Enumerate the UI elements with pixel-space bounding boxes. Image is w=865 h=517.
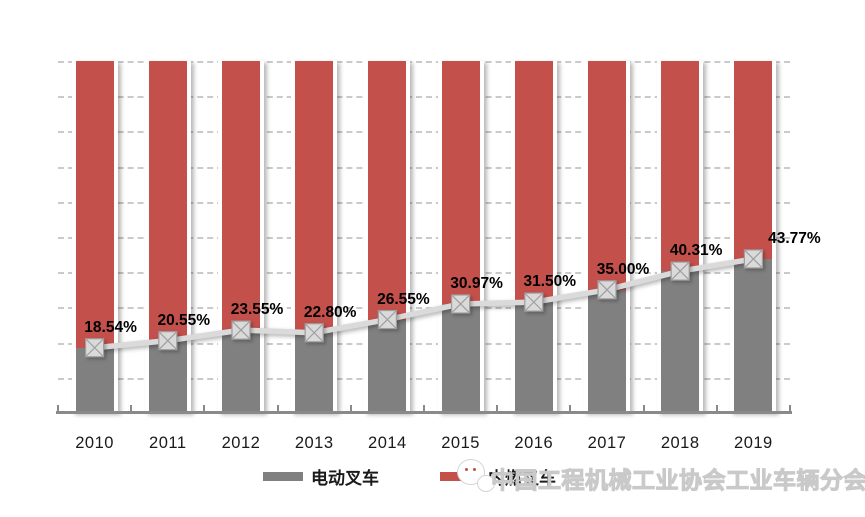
bar-segment-ic-2014[interactable]: [368, 61, 407, 320]
x-label-2011: 2011: [149, 434, 187, 452]
bar-segment-electric-2014[interactable]: [368, 319, 407, 413]
x-axis-tick: [715, 405, 718, 412]
bar-segment-ic-2019[interactable]: [734, 61, 773, 259]
bar-segment-ic-2015[interactable]: [441, 61, 480, 304]
bar-2014[interactable]: [364, 61, 411, 413]
bar-segment-ic-2010[interactable]: [75, 61, 114, 348]
x-axis-tick: [496, 405, 499, 412]
bar-2013[interactable]: [291, 61, 338, 413]
x-label-2013: 2013: [294, 434, 334, 452]
bar-segment-electric-2017[interactable]: [588, 289, 626, 413]
data-label-2017: 35.00%: [596, 260, 650, 278]
bar-segment-electric-2013[interactable]: [295, 332, 334, 413]
bar-2015[interactable]: [437, 61, 484, 413]
legend-label: 内燃叉车: [488, 469, 556, 488]
gridline-80pct: [58, 131, 790, 134]
gridline-100pct: [58, 61, 790, 63]
watermark-text: 中国工程机械工业协会工业车辆分会: [491, 467, 865, 494]
gridline-10pct: [58, 377, 790, 380]
electric-forklift-swatch: [263, 472, 303, 481]
bar-2018[interactable]: [657, 61, 704, 413]
x-label-2015: 2015: [441, 434, 480, 452]
gridline-50pct: [58, 237, 790, 239]
x-label-2016: 2016: [514, 434, 554, 452]
legend-item-electric-forklift[interactable]: 电动叉车: [263, 464, 379, 489]
wechat-bubbles-icon: [455, 457, 499, 497]
wechat-bubble-small: [477, 475, 495, 492]
bar-segment-ic-2017[interactable]: [588, 61, 626, 290]
data-label-2015: 30.97%: [450, 274, 503, 292]
x-label-2012: 2012: [221, 434, 261, 452]
bar-segment-electric-2011[interactable]: [148, 340, 187, 413]
watermark: 中国工程机械工业协会工业车辆分会: [447, 455, 865, 499]
gridline-60pct: [58, 201, 790, 204]
data-label-2013: 22.80%: [303, 303, 357, 321]
bar-segment-electric-2018[interactable]: [661, 271, 700, 413]
x-axis-tick: [276, 405, 279, 412]
x-label-2017: 2017: [587, 434, 627, 452]
bar-2010[interactable]: [71, 61, 118, 413]
x-label-2010: 2010: [75, 434, 114, 452]
bar-segment-ic-2012[interactable]: [222, 61, 260, 331]
bar-2017[interactable]: [584, 61, 630, 413]
x-axis-tick: [349, 405, 352, 412]
x-axis-line: [56, 411, 792, 414]
bar-segment-electric-2010[interactable]: [75, 347, 114, 413]
data-label-2011: 20.55%: [157, 311, 211, 329]
bar-segment-ic-2013[interactable]: [295, 61, 334, 333]
x-axis-tick: [130, 405, 133, 412]
bar-segment-ic-2018[interactable]: [661, 61, 700, 272]
data-label-2014: 26.55%: [377, 290, 430, 308]
x-axis-tick: [642, 405, 645, 412]
x-label-2014: 2014: [368, 434, 407, 452]
x-axis-tick: [57, 405, 59, 412]
bar-segment-electric-2016[interactable]: [514, 302, 553, 413]
x-axis-tick: [423, 405, 425, 412]
data-label-2018: 40.31%: [669, 242, 723, 260]
x-axis-tick: [569, 405, 572, 412]
gridline-70pct: [58, 166, 790, 169]
data-label-2016: 31.50%: [523, 273, 577, 291]
x-label-2019: 2019: [734, 434, 773, 452]
data-label-2012: 23.55%: [230, 301, 284, 319]
plot-area: [58, 61, 790, 413]
bar-segment-ic-2016[interactable]: [514, 61, 553, 303]
x-axis-tick: [203, 405, 206, 412]
x-label-2018: 2018: [660, 434, 700, 452]
bar-2011[interactable]: [144, 61, 191, 413]
bar-segment-electric-2019[interactable]: [734, 258, 773, 413]
data-label-2019: 43.77%: [768, 229, 821, 247]
data-label-2010: 18.54%: [84, 318, 137, 336]
bar-segment-electric-2015[interactable]: [441, 303, 480, 413]
bar-2016[interactable]: [510, 61, 557, 413]
x-axis-tick: [789, 405, 791, 412]
legend-label: 电动叉车: [311, 469, 379, 488]
bar-segment-ic-2011[interactable]: [148, 61, 187, 341]
gridline-90pct: [58, 96, 790, 99]
bar-segment-electric-2012[interactable]: [222, 330, 260, 413]
bar-2012[interactable]: [218, 61, 264, 413]
